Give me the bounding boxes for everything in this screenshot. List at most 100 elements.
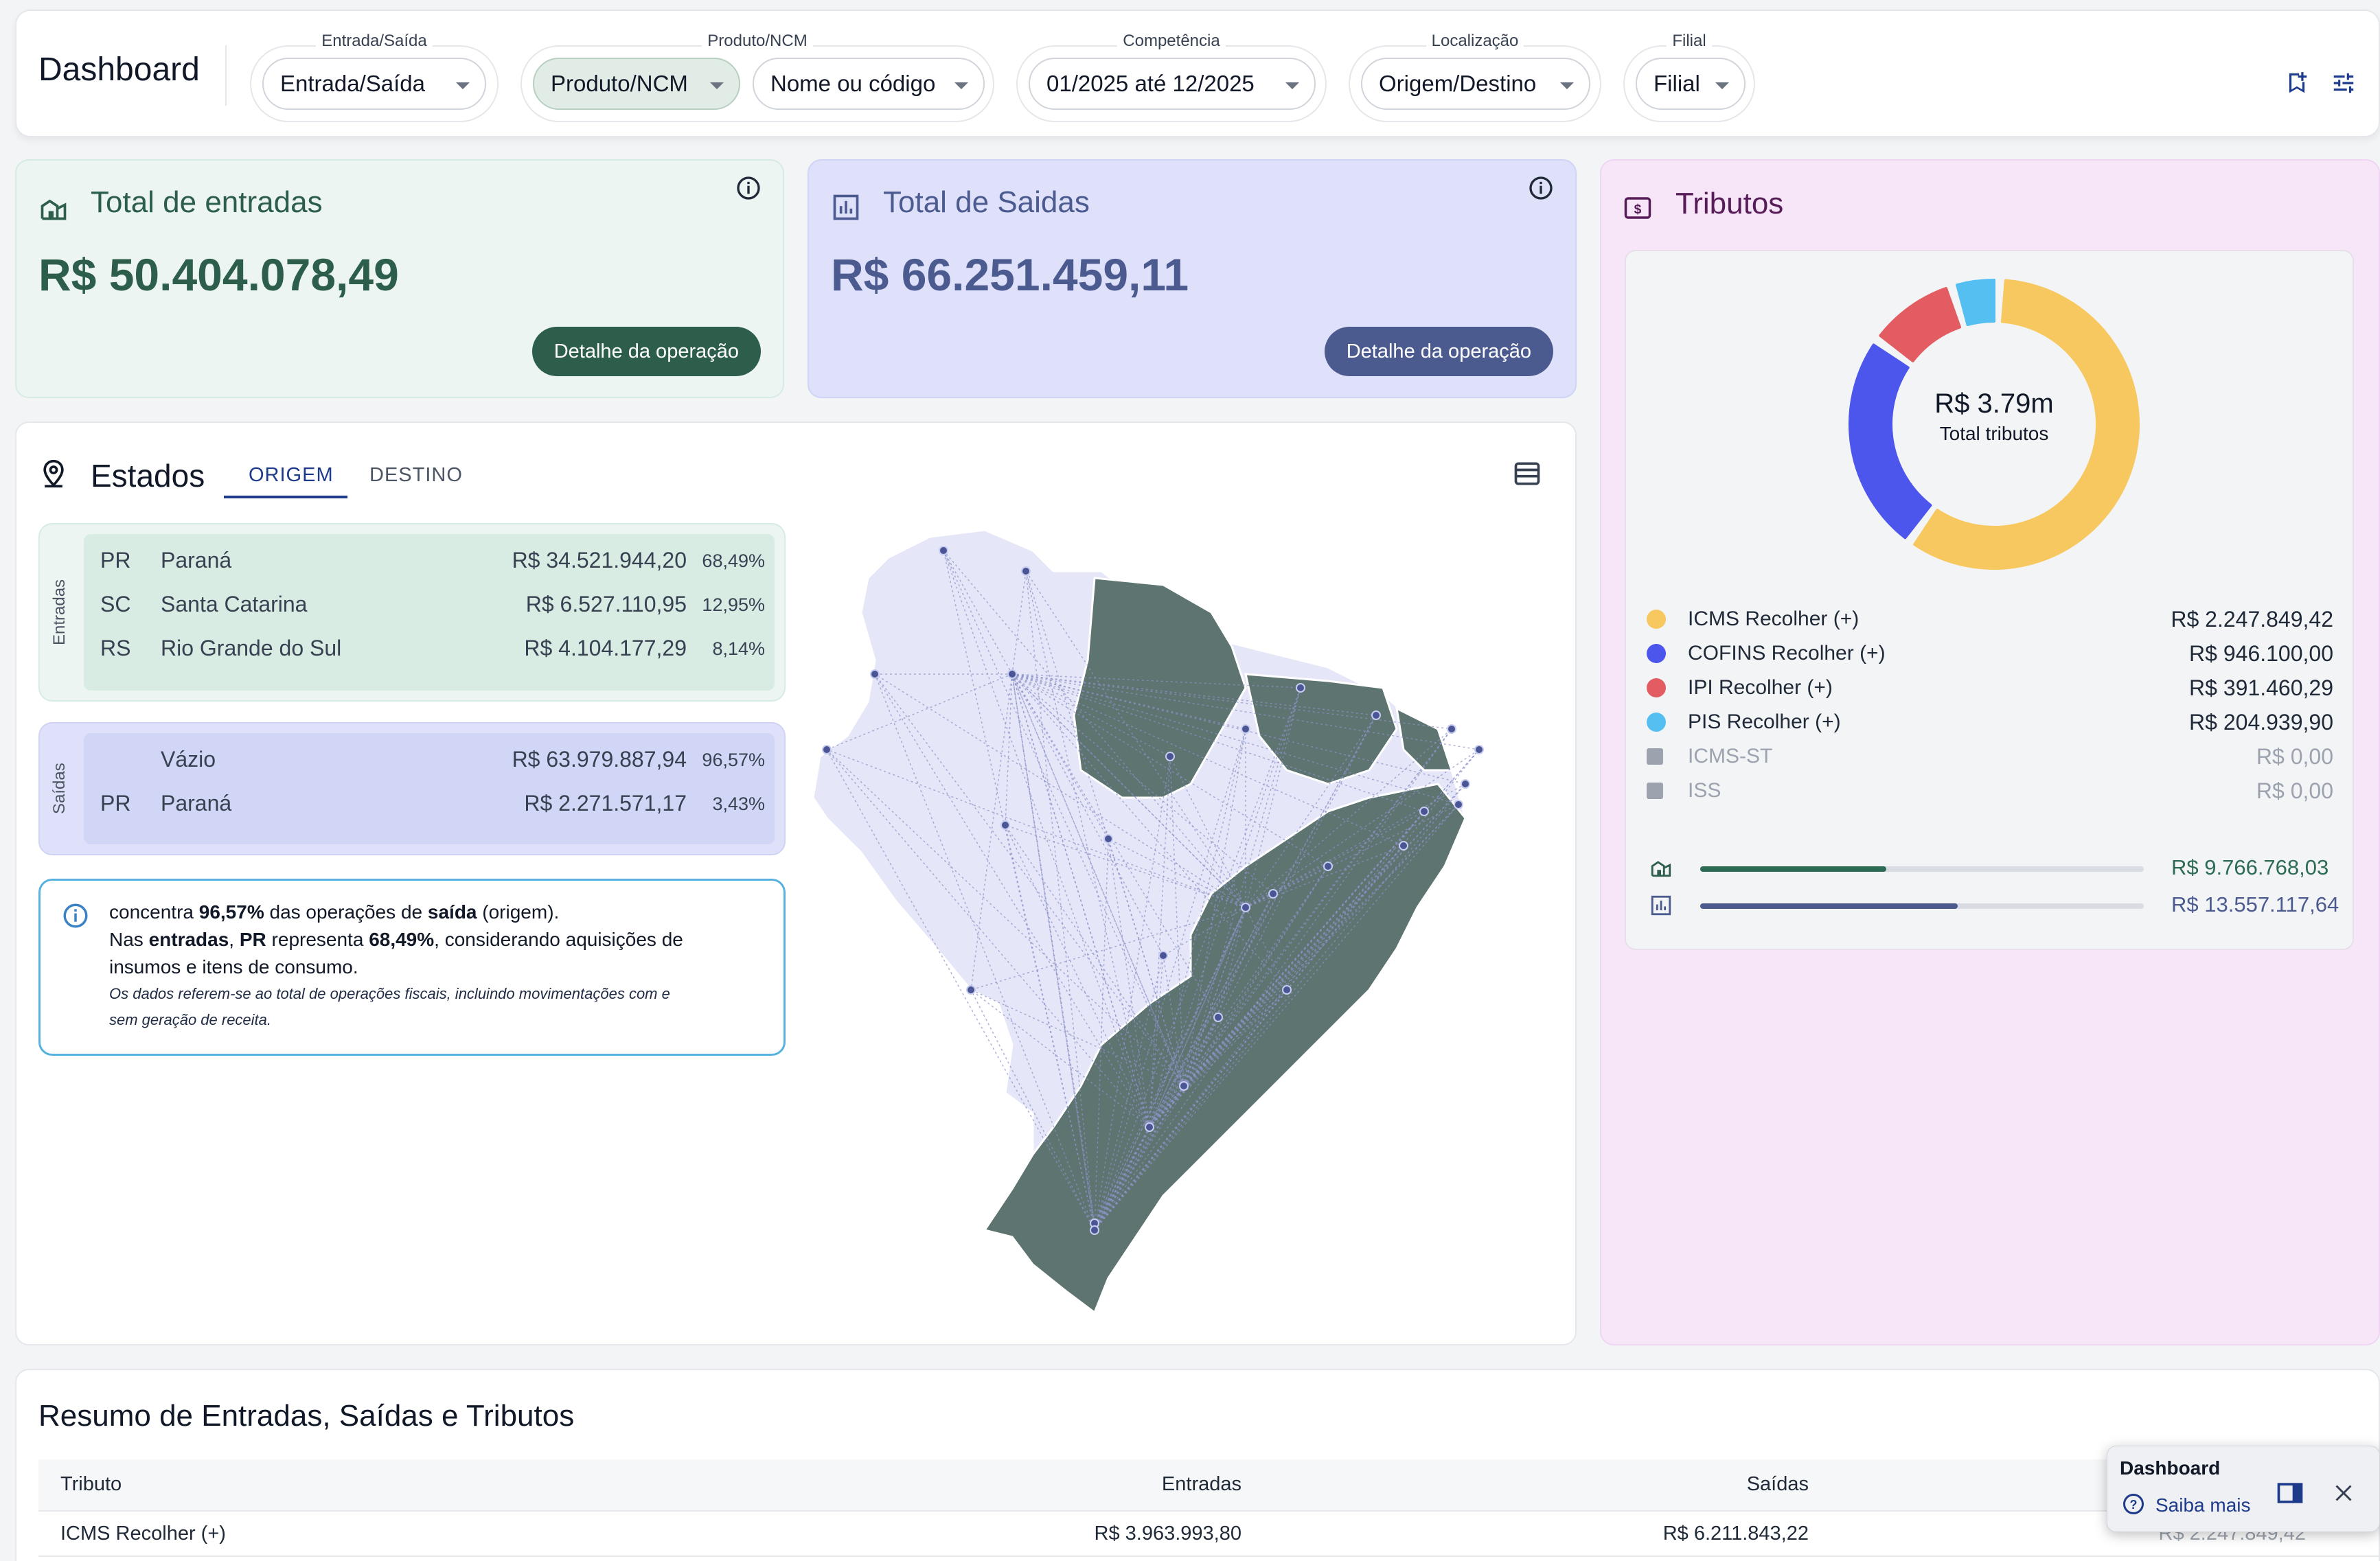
state-node[interactable]: [966, 985, 976, 995]
table-view-icon[interactable]: [1512, 459, 1542, 489]
saidas-rows: Vázio R$ 63.979.887,94 96,57% PR Paraná …: [84, 733, 775, 844]
text: representa: [266, 929, 369, 950]
legend-label: COFINS Recolher (+): [1688, 642, 1886, 664]
state-node[interactable]: [1179, 1081, 1189, 1091]
state-node[interactable]: [1268, 889, 1278, 899]
state-node[interactable]: [1241, 724, 1250, 734]
state-node[interactable]: [1000, 820, 1010, 830]
flow-line: [1149, 907, 1246, 1128]
table-row[interactable]: Vázio R$ 63.979.887,94 96,57%: [84, 739, 775, 780]
info-icon[interactable]: [1527, 174, 1555, 202]
table-row[interactable]: PR Paraná R$ 34.521.944,20 68,49%: [84, 540, 775, 581]
flow-line: [1011, 673, 1459, 805]
state-node[interactable]: [1090, 1225, 1099, 1235]
legend-item-iss: ISS R$ 0,00: [1647, 776, 2333, 806]
state-node[interactable]: [1021, 566, 1031, 576]
tributos-panel: R$ 3.79m Total tributos ICMS Recolher (+…: [1625, 250, 2354, 950]
flow-line: [1011, 673, 1404, 846]
donut-label: Total tributos: [1939, 423, 2049, 444]
donut-slice-pis[interactable]: [1956, 279, 1995, 327]
legend-item-icms-st: ICMS-ST R$ 0,00: [1647, 741, 2333, 772]
flow-line: [1094, 728, 1246, 1231]
produto-ncm-select[interactable]: Produto/NCM: [533, 58, 740, 110]
nome-codigo-select[interactable]: Nome ou código: [753, 58, 985, 110]
legend-color: [1647, 748, 1663, 765]
legend-color: [1647, 678, 1666, 697]
state-node[interactable]: [939, 546, 948, 555]
flow-line: [1149, 715, 1377, 1128]
state-node[interactable]: [1165, 752, 1175, 761]
competencia-select[interactable]: 01/2025 até 12/2025: [1029, 58, 1316, 110]
state-node[interactable]: [1371, 710, 1381, 720]
state-node[interactable]: [1296, 683, 1305, 693]
flow-line: [1183, 811, 1425, 1087]
detalhe-operacao-button[interactable]: Detalhe da operação: [531, 327, 761, 376]
table-row[interactable]: RS Rio Grande do Sul R$ 4.104.177,29 8,1…: [84, 627, 775, 669]
dock-panel-icon[interactable]: [2275, 1478, 2305, 1508]
flow-line: [1094, 1126, 1150, 1231]
close-icon[interactable]: [2331, 1481, 2356, 1505]
flow-line: [1094, 811, 1425, 1231]
donut-slice-cofins[interactable]: [1849, 343, 1932, 540]
text: 68,49%: [369, 929, 435, 950]
state-node[interactable]: [1213, 1013, 1223, 1022]
state-node[interactable]: [1241, 903, 1250, 912]
state-node[interactable]: [1323, 862, 1333, 871]
donut-slice-ipi[interactable]: [1879, 287, 1962, 362]
caret-down-icon: [1560, 82, 1574, 89]
insight-line: Nas entradas, PR representa 68,49%, cons…: [109, 929, 683, 951]
state-name: Paraná: [161, 548, 232, 573]
donut-slice-icms[interactable]: [1913, 279, 2140, 570]
table-row[interactable]: ICMS Recolher (+) R$ 3.963.993,80 R$ 6.2…: [38, 1512, 2380, 1557]
select-value: Nome ou código: [770, 71, 936, 96]
saiba-mais-link[interactable]: Saiba mais: [2155, 1494, 2251, 1516]
flow-nodes: [822, 546, 1484, 1235]
flow-line: [1245, 845, 1404, 908]
state-node[interactable]: [1474, 745, 1484, 754]
brazil-flow-map: [812, 529, 1484, 1315]
flow-line: [874, 673, 1246, 908]
table-row[interactable]: SC Santa Catarina R$ 6.527.110,95 12,95%: [84, 583, 775, 625]
state-node[interactable]: [1447, 724, 1456, 734]
flow-line: [1011, 673, 1377, 716]
progress-fill: [1700, 866, 1887, 872]
tab-origem[interactable]: ORIGEM: [249, 464, 334, 486]
info-icon[interactable]: [735, 174, 762, 202]
tune-icon[interactable]: [2331, 70, 2357, 96]
filter-label: Competência: [1117, 32, 1226, 50]
detalhe-operacao-button[interactable]: Detalhe da operação: [1324, 327, 1553, 376]
filial-select[interactable]: Filial: [1636, 58, 1746, 110]
flow-line: [1149, 728, 1246, 1128]
flow-line: [1149, 989, 1288, 1128]
bookmark-add-icon[interactable]: [2284, 70, 2310, 96]
state-node[interactable]: [1282, 985, 1292, 995]
state-node[interactable]: [1103, 834, 1113, 844]
tab-destino[interactable]: DESTINO: [369, 464, 463, 486]
state-node[interactable]: [1399, 841, 1408, 851]
flow-line: [970, 673, 1013, 991]
column-header-tributo: Tributo: [60, 1473, 122, 1495]
flow-line: [1025, 570, 1150, 1128]
saidas-states-box: Saídas Vázio R$ 63.979.887,94 96,57% PR …: [38, 722, 786, 855]
localizacao-select[interactable]: Origem/Destino: [1361, 58, 1590, 110]
flow-line: [1011, 673, 1274, 894]
state-node[interactable]: [1007, 669, 1017, 679]
insight-note: Os dados referem-se ao total de operaçõe…: [109, 985, 670, 1002]
flow-line: [1169, 756, 1185, 1087]
cell-tributo: ICMS Recolher (+): [60, 1523, 226, 1545]
state-node[interactable]: [1454, 800, 1463, 809]
state-node[interactable]: [1419, 807, 1429, 816]
flow-line: [1094, 687, 1301, 1231]
state-node[interactable]: [1461, 779, 1470, 789]
state-node[interactable]: [870, 669, 880, 679]
state-node[interactable]: [822, 745, 832, 754]
entrada-saida-select[interactable]: Entrada/Saída: [262, 58, 486, 110]
money-icon: $: [1624, 197, 1651, 219]
state-node[interactable]: [1145, 1122, 1154, 1132]
flow-line: [1183, 804, 1459, 1087]
state-node[interactable]: [1158, 951, 1168, 960]
insight-note: sem geração de receita.: [109, 1011, 272, 1028]
table-row[interactable]: PR Paraná R$ 2.271.571,17 3,43%: [84, 783, 775, 824]
text: (origem).: [477, 901, 560, 923]
filter-label: Entrada/Saída: [316, 32, 433, 50]
